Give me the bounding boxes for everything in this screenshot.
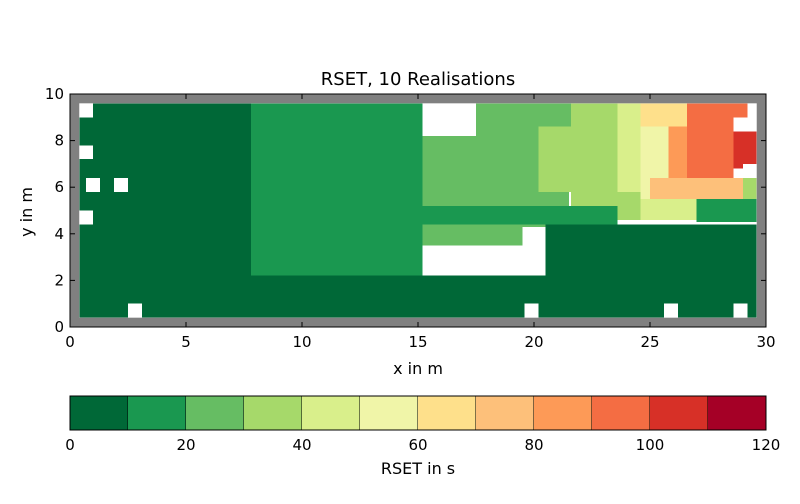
missing-cell	[86, 177, 101, 192]
colorbar-ticks: 0 20 40 60 80 100 120	[65, 436, 780, 454]
heatmap-zone	[571, 103, 618, 220]
heatmap-zone	[640, 198, 697, 220]
colorbar-bin	[650, 396, 708, 430]
heatmap-zone	[538, 126, 572, 192]
y-tick-label: 0	[54, 318, 64, 336]
x-tick-label: 10	[292, 333, 311, 351]
y-tick-label: 4	[54, 225, 64, 243]
x-tick-label: 30	[756, 333, 775, 351]
missing-cell	[79, 210, 94, 225]
colorbar-bin	[592, 396, 650, 430]
heatmap-zone	[668, 126, 688, 178]
colorbar-bin	[70, 396, 128, 430]
missing-cell	[79, 145, 94, 160]
colorbar-bin	[708, 396, 766, 430]
colorbar-bin	[186, 396, 244, 430]
colorbar-bin	[534, 396, 592, 430]
colorbar-bin	[418, 396, 476, 430]
heatmap-zone	[742, 177, 757, 199]
y-tick-label: 2	[54, 271, 64, 289]
y-axis-ticks: 0 2 4 6 8 10	[45, 85, 766, 336]
colorbar-bin	[476, 396, 534, 430]
colorbar-bin	[128, 396, 186, 430]
heatmap-zone	[617, 191, 641, 220]
x-tick-label: 5	[181, 333, 191, 351]
x-axis-label: x in m	[393, 359, 443, 378]
colorbar-bin	[244, 396, 302, 430]
colorbar-tick-label: 40	[292, 436, 311, 454]
missing-cell	[524, 303, 539, 318]
colorbar-frame	[69, 395, 767, 431]
heatmap-zone	[650, 177, 748, 199]
y-tick-label: 8	[54, 132, 64, 150]
colorbar-label: RSET in s	[381, 459, 455, 478]
plot-area	[69, 93, 767, 328]
colorbar-tick-label: 100	[636, 436, 665, 454]
colorbar-tick-label: 120	[752, 436, 781, 454]
y-axis-label: y in m	[17, 187, 36, 237]
heatmap-zone	[687, 117, 734, 178]
heatmap-zone	[422, 135, 523, 246]
x-tick-label: 20	[524, 333, 543, 351]
colorbar	[69, 395, 767, 431]
heatmap-zone	[696, 198, 757, 223]
colorbar-tick-label: 80	[524, 436, 543, 454]
colorbar-bin	[360, 396, 418, 430]
heatmap-zone	[617, 103, 641, 192]
colorbar-tick-label: 0	[65, 436, 75, 454]
missing-cell	[79, 103, 94, 118]
missing-cell	[733, 303, 748, 318]
missing-cell	[128, 303, 142, 318]
colorbar-tick-label: 60	[408, 436, 427, 454]
heatmap-zone	[422, 205, 618, 225]
y-tick-label: 6	[54, 178, 64, 196]
colorbar-bin	[302, 396, 360, 430]
heatmap-zone	[250, 275, 546, 318]
heatmap-zone	[640, 103, 688, 127]
x-tick-label: 25	[640, 333, 659, 351]
missing-cell	[742, 163, 757, 178]
missing-cell	[663, 303, 678, 318]
chart-title: RSET, 10 Realisations	[321, 69, 515, 90]
heatmap-zone	[250, 103, 423, 276]
x-axis-ticks: 0 5 10 15 20 25 30	[65, 94, 776, 351]
heatmap-zone	[733, 131, 757, 169]
missing-cell	[114, 177, 128, 192]
heatmap-zone	[79, 103, 251, 318]
colorbar-tick-label: 20	[176, 436, 195, 454]
y-tick-label: 10	[45, 85, 64, 103]
heatmap-zone	[687, 103, 748, 118]
x-tick-label: 15	[408, 333, 427, 351]
x-tick-label: 0	[65, 333, 75, 351]
heatmap-zone	[545, 224, 757, 318]
